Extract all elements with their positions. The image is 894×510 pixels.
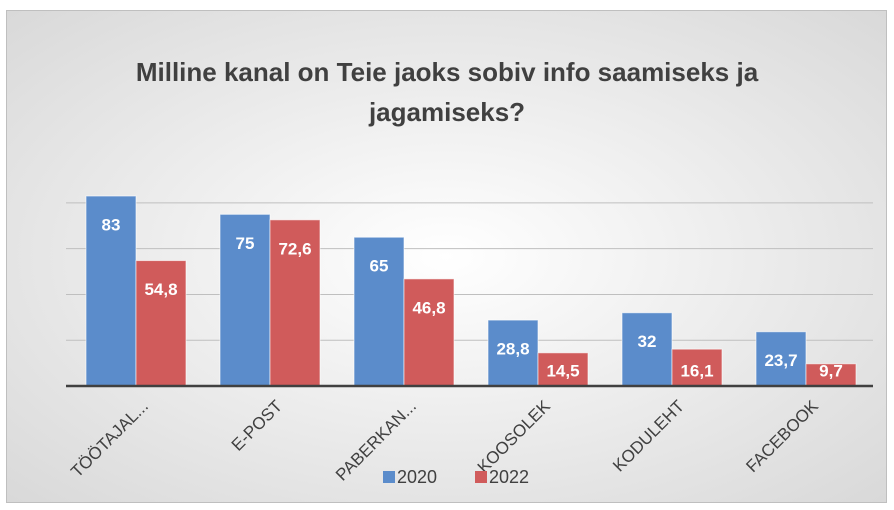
bar <box>403 278 455 387</box>
bar <box>353 236 405 387</box>
legend-swatch <box>475 471 487 483</box>
chart-background <box>6 10 887 503</box>
value-label: 9,7 <box>819 361 843 380</box>
legend-label: 2022 <box>489 467 529 487</box>
bar <box>135 260 187 387</box>
bar <box>621 312 673 387</box>
bar <box>487 319 539 387</box>
value-label: 54,8 <box>144 280 177 299</box>
bar <box>219 213 271 387</box>
bar <box>269 219 321 387</box>
bar <box>755 331 807 387</box>
value-label: 14,5 <box>546 361 579 380</box>
value-label: 65 <box>370 257 389 276</box>
value-label: 75 <box>236 234 255 253</box>
bar <box>537 352 589 387</box>
legend-swatch <box>383 471 395 483</box>
legend-label: 2020 <box>397 467 437 487</box>
value-label: 72,6 <box>278 239 311 258</box>
value-label: 83 <box>102 216 121 235</box>
chart-title: Milline kanal on Teie jaoks sobiv info s… <box>135 57 759 127</box>
value-label: 23,7 <box>764 351 797 370</box>
value-label: 32 <box>638 332 657 351</box>
bar <box>671 348 723 387</box>
value-label: 46,8 <box>412 298 445 317</box>
value-label: 16,1 <box>680 361 713 380</box>
value-label: 28,8 <box>496 340 529 359</box>
